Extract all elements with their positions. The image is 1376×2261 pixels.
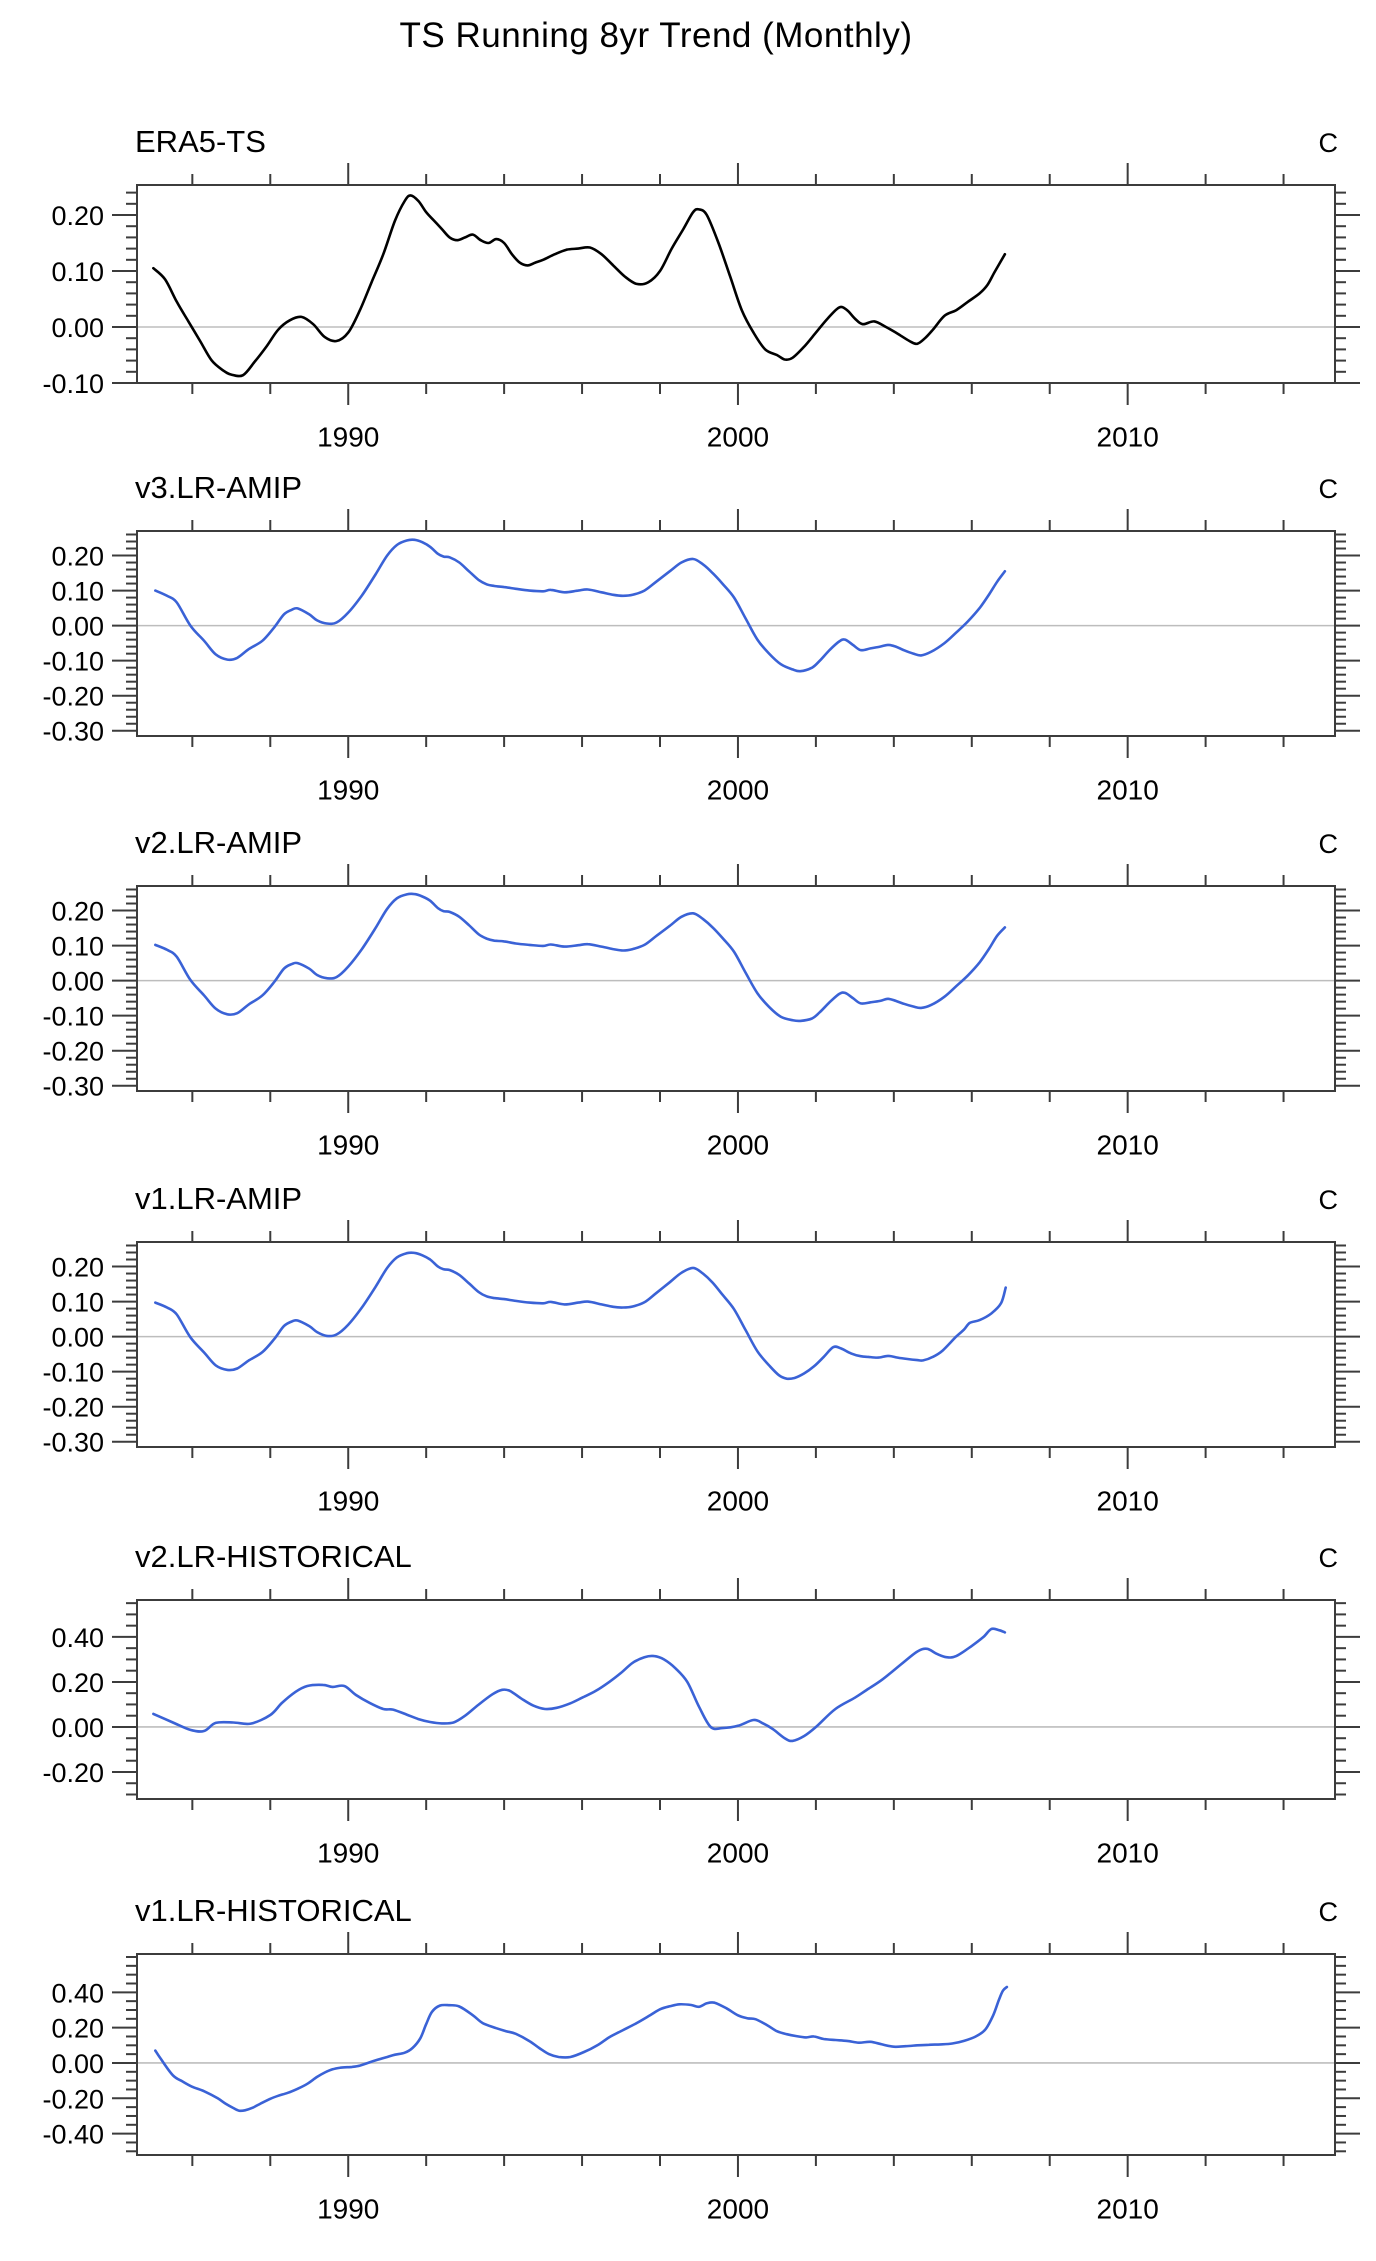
series-line-v2.LR-HISTORICAL	[152, 1627, 1007, 1743]
series-line-ERA5-TS	[152, 194, 1007, 378]
y-tick-label: -0.20	[42, 1758, 104, 1788]
page-title: TS Running 8yr Trend (Monthly)	[399, 16, 913, 55]
x-tick-label: 1990	[317, 1486, 379, 1517]
y-tick-label: 0.00	[51, 1713, 104, 1743]
x-tick-label: 1990	[317, 2194, 379, 2225]
series-line-v2.LR-AMIP	[154, 892, 1007, 1023]
y-tick-label: -0.20	[42, 2084, 104, 2114]
unit-label: C	[1319, 1185, 1339, 1215]
x-tick-label: 2000	[707, 1838, 769, 1869]
x-tick-label: 2000	[707, 1130, 769, 1161]
unit-label: C	[1319, 1897, 1339, 1927]
plot-box	[136, 1599, 1336, 1800]
panel-v3.LR-AMIP: v3.LR-AMIP C 0.20 0.10 0.00 -0.10 -0.20 -0.30 19…	[42, 470, 1360, 806]
y-tick-label: -0.20	[42, 1037, 104, 1067]
panel-title: v2.LR-AMIP	[135, 825, 302, 860]
y-tick-label: 0.10	[51, 1288, 104, 1318]
y-tick-label: 0.20	[51, 542, 104, 572]
panel-v2.LR-HISTORICAL: v2.LR-HISTORICAL C 0.40 0.20 0.00 -0.20 1990 20…	[42, 1539, 1360, 1869]
y-tick-label: -0.10	[42, 1002, 104, 1032]
x-tick-label: 1990	[317, 1838, 379, 1869]
panel-title: v1.LR-AMIP	[135, 1181, 302, 1216]
panel-title: v1.LR-HISTORICAL	[135, 1893, 412, 1928]
y-tick-label: 0.00	[51, 612, 104, 642]
unit-label: C	[1319, 1543, 1339, 1573]
plot-box	[136, 1241, 1336, 1448]
x-tick-label: 1990	[317, 422, 379, 453]
y-tick-label: 0.00	[51, 967, 104, 997]
y-tick-label: -0.10	[42, 1358, 104, 1388]
plot-box	[136, 885, 1336, 1092]
y-tick-label: -0.30	[42, 717, 104, 747]
x-tick-label: 2000	[707, 422, 769, 453]
y-tick-label: -0.10	[42, 369, 104, 399]
panel-title: ERA5-TS	[135, 124, 266, 159]
x-tick-label: 1990	[317, 775, 379, 806]
y-tick-label: -0.10	[42, 647, 104, 677]
plot-box	[136, 184, 1336, 384]
y-tick-label: 0.00	[51, 2049, 104, 2079]
y-tick-label: -0.30	[42, 1428, 104, 1458]
x-tick-label: 2000	[707, 1486, 769, 1517]
unit-label: C	[1319, 829, 1339, 859]
plot-box	[136, 1953, 1336, 2156]
y-tick-label: 0.40	[51, 1978, 104, 2008]
series-line-v1.LR-AMIP	[154, 1251, 1007, 1381]
x-tick-label: 1990	[317, 1130, 379, 1161]
y-tick-label: -0.20	[42, 1393, 104, 1423]
panel-v1.LR-HISTORICAL: v1.LR-HISTORICAL C 0.40 0.20 0.00 -0.20 -0.40 1…	[42, 1893, 1360, 2225]
y-tick-label: -0.20	[42, 682, 104, 712]
x-tick-label: 2010	[1097, 422, 1159, 453]
panel-title: v2.LR-HISTORICAL	[135, 1539, 412, 1574]
x-tick-label: 2010	[1097, 2194, 1159, 2225]
y-tick-label: 0.10	[51, 932, 104, 962]
y-tick-label: 0.20	[51, 1668, 104, 1698]
y-tick-label: 0.20	[51, 1253, 104, 1283]
panel-title: v3.LR-AMIP	[135, 470, 302, 505]
y-tick-label: -0.40	[42, 2120, 104, 2150]
y-tick-label: 0.20	[51, 201, 104, 231]
y-tick-label: 0.10	[51, 577, 104, 607]
y-tick-label: 0.00	[51, 313, 104, 343]
y-tick-label: 0.40	[51, 1623, 104, 1653]
y-tick-label: 0.00	[51, 1323, 104, 1353]
x-tick-label: 2010	[1097, 1486, 1159, 1517]
x-tick-label: 2010	[1097, 1838, 1159, 1869]
unit-label: C	[1319, 128, 1339, 158]
series-line-v3.LR-AMIP	[154, 538, 1007, 673]
y-tick-label: 0.10	[51, 257, 104, 287]
panel-ERA5-TS: ERA5-TS C 0.20 0.10 0.00 -0.10 1990 2000 2010	[42, 124, 1360, 453]
unit-label: C	[1319, 474, 1339, 504]
x-tick-label: 2010	[1097, 1130, 1159, 1161]
y-tick-label: 0.20	[51, 2014, 104, 2044]
x-tick-label: 2000	[707, 2194, 769, 2225]
plot-box	[136, 530, 1336, 737]
series-line-v1.LR-HISTORICAL	[154, 1985, 1009, 2113]
y-tick-label: 0.20	[51, 897, 104, 927]
y-tick-label: -0.30	[42, 1072, 104, 1102]
x-tick-label: 2000	[707, 775, 769, 806]
panel-v1.LR-AMIP: v1.LR-AMIP C 0.20 0.10 0.00 -0.10 -0.20 -0.30 19…	[42, 1181, 1360, 1517]
panel-v2.LR-AMIP: v2.LR-AMIP C 0.20 0.10 0.00 -0.10 -0.20 -0.30 19…	[42, 825, 1360, 1161]
x-tick-label: 2010	[1097, 775, 1159, 806]
